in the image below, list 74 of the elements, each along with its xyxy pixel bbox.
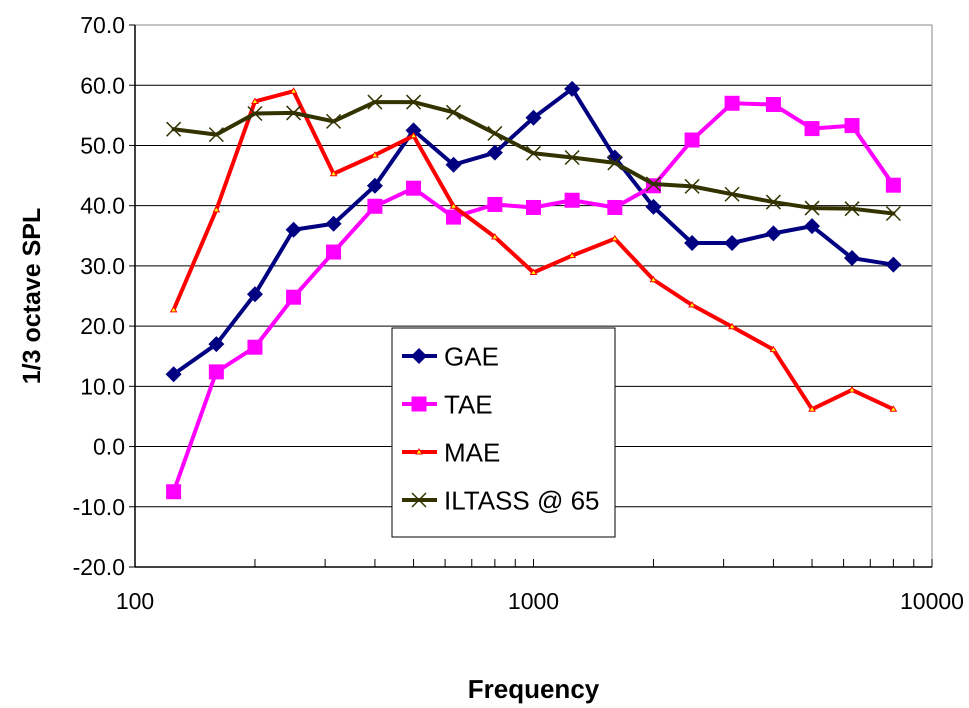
point	[326, 114, 342, 130]
point	[446, 104, 462, 120]
point	[166, 366, 182, 382]
point	[724, 235, 740, 252]
point	[808, 406, 816, 412]
point	[290, 88, 298, 94]
legend-label: MAE	[444, 437, 500, 468]
point	[530, 269, 537, 276]
point	[526, 110, 542, 126]
point	[166, 484, 182, 500]
point	[406, 180, 422, 196]
point	[487, 126, 503, 142]
point	[246, 286, 263, 302]
point	[770, 346, 777, 352]
y-tick-label: 30.0	[80, 252, 125, 279]
x-axis-title: Frequency	[468, 674, 600, 704]
y-tick-label: 10.0	[80, 373, 125, 400]
legend-label: GAE	[444, 341, 499, 372]
point	[487, 196, 502, 212]
point	[886, 206, 902, 222]
point	[247, 340, 262, 355]
point	[804, 121, 820, 136]
point	[367, 94, 383, 110]
point	[286, 105, 302, 121]
point	[330, 170, 338, 176]
point	[406, 94, 422, 110]
point	[286, 222, 302, 238]
legend-label: TAE	[444, 389, 493, 420]
point	[645, 198, 662, 215]
point	[486, 144, 503, 161]
point	[844, 118, 860, 134]
point	[765, 225, 782, 242]
y-tick-label: -20.0	[72, 554, 125, 580]
y-tick-label: -10.0	[72, 494, 125, 520]
y-tick-label: 0.0	[93, 434, 125, 460]
point	[684, 178, 700, 194]
x-tick-label: 10000	[900, 588, 964, 614]
point	[564, 192, 580, 208]
point	[844, 250, 860, 266]
point	[526, 146, 542, 162]
y-tick-label: 40.0	[80, 192, 125, 219]
y-tick-label: 60.0	[80, 72, 125, 98]
point	[247, 106, 263, 122]
point	[804, 200, 820, 216]
point	[326, 216, 342, 232]
point	[684, 132, 700, 148]
y-tick-label: 50.0	[80, 132, 125, 158]
point	[446, 210, 462, 225]
x-tick-label: 1000	[508, 588, 560, 614]
point	[286, 290, 302, 305]
point	[366, 178, 383, 194]
legend-label: ILTASS @ 65	[444, 485, 600, 516]
point	[367, 198, 382, 214]
y-axis-title: 1/3 octave SPL	[18, 208, 46, 384]
point	[564, 150, 580, 166]
x-tick-label: 100	[116, 588, 154, 614]
point	[766, 96, 781, 112]
y-tick-label: 70.0	[80, 12, 125, 38]
point	[564, 80, 580, 97]
point	[166, 121, 182, 137]
point	[890, 406, 897, 412]
point	[804, 218, 820, 234]
point	[326, 244, 342, 260]
point	[886, 178, 901, 193]
point	[170, 306, 178, 312]
point	[446, 156, 462, 173]
point	[766, 194, 782, 210]
point	[724, 186, 740, 202]
point	[724, 96, 740, 111]
y-tick-label: 20.0	[80, 313, 125, 340]
point	[526, 200, 541, 215]
point	[251, 98, 258, 104]
point	[885, 256, 902, 273]
point	[844, 200, 860, 216]
